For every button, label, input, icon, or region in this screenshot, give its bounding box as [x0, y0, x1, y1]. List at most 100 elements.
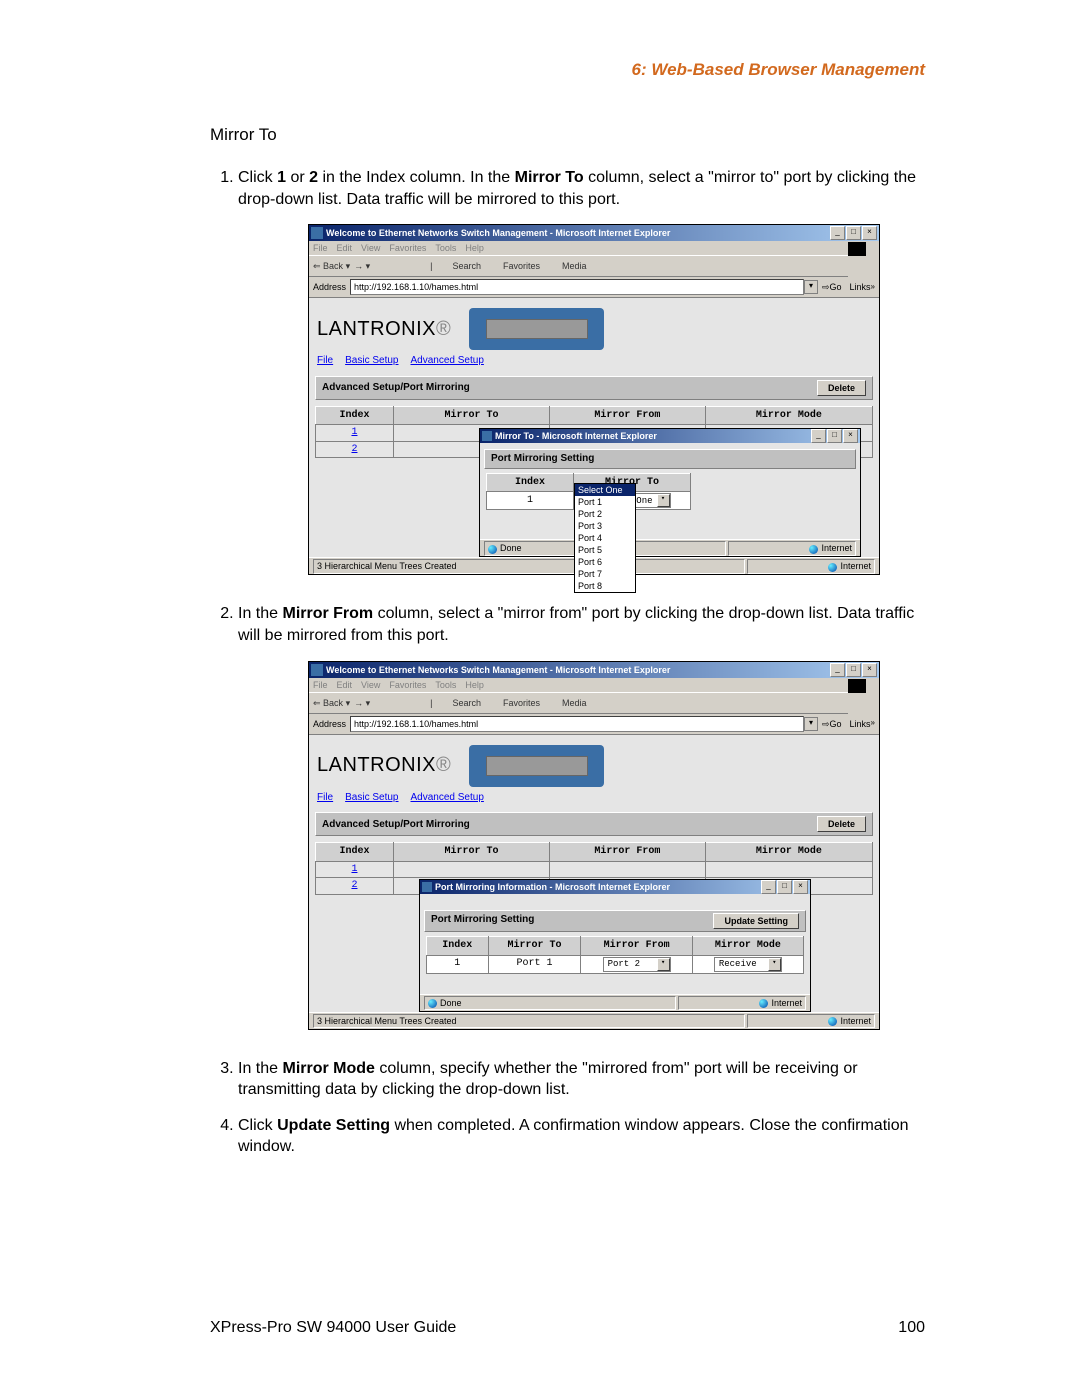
delete-button[interactable]: Delete: [817, 380, 866, 396]
history-button[interactable]: [591, 258, 607, 274]
step-2: In the Mirror From column, select a "mir…: [238, 603, 925, 1029]
tab-file[interactable]: File: [317, 791, 333, 805]
menu-tools[interactable]: Tools: [435, 243, 456, 253]
internet-label: Internet: [840, 561, 871, 571]
go-button[interactable]: ⇨Go: [822, 281, 842, 293]
stop-button[interactable]: [374, 695, 390, 711]
menu-help[interactable]: Help: [465, 243, 484, 253]
search-button[interactable]: [434, 258, 450, 274]
favorites-button[interactable]: [485, 695, 501, 711]
menubar[interactable]: File Edit View Favorites Tools Help: [309, 678, 879, 692]
footer-left: XPress-Pro SW 94000 User Guide: [210, 1319, 456, 1337]
titlebar[interactable]: Welcome to Ethernet Networks Switch Mana…: [309, 225, 879, 241]
option-port-7[interactable]: Port 7: [575, 568, 635, 580]
media-label: Media: [562, 260, 587, 272]
popup-status: Done Internet: [480, 539, 860, 556]
popup-titlebar[interactable]: Mirror To - Microsoft Internet Explorer …: [480, 429, 860, 443]
menu-file[interactable]: File: [313, 243, 328, 253]
status-text: 3 Hierarchical Menu Trees Created: [317, 1016, 457, 1026]
col-mirror-mode: Mirror Mode: [705, 406, 872, 425]
url-input[interactable]: http://192.168.1.10/hames.html: [350, 716, 804, 732]
col-mirror-from: Mirror From: [581, 937, 692, 956]
url-input[interactable]: http://192.168.1.10/hames.html: [350, 279, 804, 295]
option-port-4[interactable]: Port 4: [575, 532, 635, 544]
option-port-3[interactable]: Port 3: [575, 520, 635, 532]
search-button[interactable]: [434, 695, 450, 711]
popup-minimize[interactable]: _: [811, 429, 826, 443]
main-status: 3 Hierarchical Menu Trees Created Intern…: [309, 1012, 879, 1029]
menu-edit[interactable]: Edit: [337, 680, 353, 690]
media-button[interactable]: [544, 258, 560, 274]
links-label[interactable]: Links: [850, 281, 871, 293]
close-button[interactable]: ×: [862, 663, 877, 677]
media-button[interactable]: [544, 695, 560, 711]
menu-view[interactable]: View: [361, 680, 380, 690]
update-setting-button[interactable]: Update Setting: [713, 913, 799, 929]
tab-basic-setup[interactable]: Basic Setup: [345, 791, 398, 805]
index-link-2[interactable]: 2: [316, 441, 394, 458]
menu-favorites[interactable]: Favorites: [389, 680, 426, 690]
minimize-button[interactable]: _: [830, 226, 845, 240]
menu-tools[interactable]: Tools: [435, 680, 456, 690]
favorites-button[interactable]: [485, 258, 501, 274]
mail-button[interactable]: [609, 258, 625, 274]
minimize-button[interactable]: _: [830, 663, 845, 677]
internet-icon: [809, 545, 818, 554]
option-select-one[interactable]: Select One: [575, 484, 635, 496]
menu-view[interactable]: View: [361, 243, 380, 253]
menu-edit[interactable]: Edit: [337, 243, 353, 253]
back-button[interactable]: ⇐ Back ▾: [313, 260, 350, 272]
maximize-button[interactable]: □: [846, 226, 861, 240]
text: or: [286, 169, 309, 186]
option-port-8[interactable]: Port 8: [575, 580, 635, 592]
cell-mirror-to: Port 1: [488, 955, 581, 973]
mail-button[interactable]: [609, 695, 625, 711]
print-button[interactable]: [627, 695, 643, 711]
titlebar[interactable]: Welcome to Ethernet Networks Switch Mana…: [309, 662, 879, 678]
popup-maximize[interactable]: □: [777, 880, 792, 894]
menubar[interactable]: File Edit View Favorites Tools Help: [309, 241, 879, 255]
maximize-button[interactable]: □: [846, 663, 861, 677]
content-area: LANTRONIX® File Basic Setup Advanced Set…: [309, 298, 879, 557]
refresh-button[interactable]: [392, 695, 408, 711]
index-link-1[interactable]: 1: [316, 861, 394, 878]
links-label[interactable]: Links: [850, 718, 871, 730]
option-port-2[interactable]: Port 2: [575, 508, 635, 520]
tab-basic-setup[interactable]: Basic Setup: [345, 354, 398, 368]
popup-title: Port Mirroring Information - Microsoft I…: [435, 881, 761, 893]
home-button[interactable]: [410, 695, 426, 711]
popup-close[interactable]: ×: [793, 880, 808, 894]
tab-advanced-setup[interactable]: Advanced Setup: [411, 354, 484, 368]
delete-button[interactable]: Delete: [817, 816, 866, 832]
history-button[interactable]: [591, 695, 607, 711]
tab-file[interactable]: File: [317, 354, 333, 368]
dropdown-list[interactable]: Select One Port 1 Port 2 Port 3 Port 4 P…: [574, 483, 636, 593]
menu-help[interactable]: Help: [465, 680, 484, 690]
close-button[interactable]: ×: [862, 226, 877, 240]
mirror-mode-dropdown[interactable]: Receive▾: [714, 957, 782, 972]
index-link-1[interactable]: 1: [316, 425, 394, 442]
popup-close[interactable]: ×: [843, 429, 858, 443]
menu-file[interactable]: File: [313, 680, 328, 690]
home-button[interactable]: [410, 258, 426, 274]
option-port-1[interactable]: Port 1: [575, 496, 635, 508]
ie-icon: [422, 882, 432, 892]
refresh-button[interactable]: [392, 258, 408, 274]
print-button[interactable]: [627, 258, 643, 274]
tab-advanced-setup[interactable]: Advanced Setup: [411, 791, 484, 805]
internet-label: Internet: [771, 998, 802, 1008]
chapter-header: 6: Web-Based Browser Management: [210, 60, 925, 80]
option-port-6[interactable]: Port 6: [575, 556, 635, 568]
stop-button[interactable]: [374, 258, 390, 274]
back-button[interactable]: ⇐ Back ▾: [313, 697, 350, 709]
option-port-5[interactable]: Port 5: [575, 544, 635, 556]
menu-favorites[interactable]: Favorites: [389, 243, 426, 253]
ie-window-1: Welcome to Ethernet Networks Switch Mana…: [308, 224, 880, 575]
popup-titlebar[interactable]: Port Mirroring Information - Microsoft I…: [420, 880, 810, 894]
popup-minimize[interactable]: _: [761, 880, 776, 894]
toolbar: ⇐ Back ▾ → ▾ | Search Favorites Media: [309, 692, 848, 714]
mirror-from-dropdown[interactable]: Port 2▾: [603, 957, 671, 972]
go-button[interactable]: ⇨Go: [822, 718, 842, 730]
popup-maximize[interactable]: □: [827, 429, 842, 443]
index-link-2[interactable]: 2: [316, 878, 394, 895]
